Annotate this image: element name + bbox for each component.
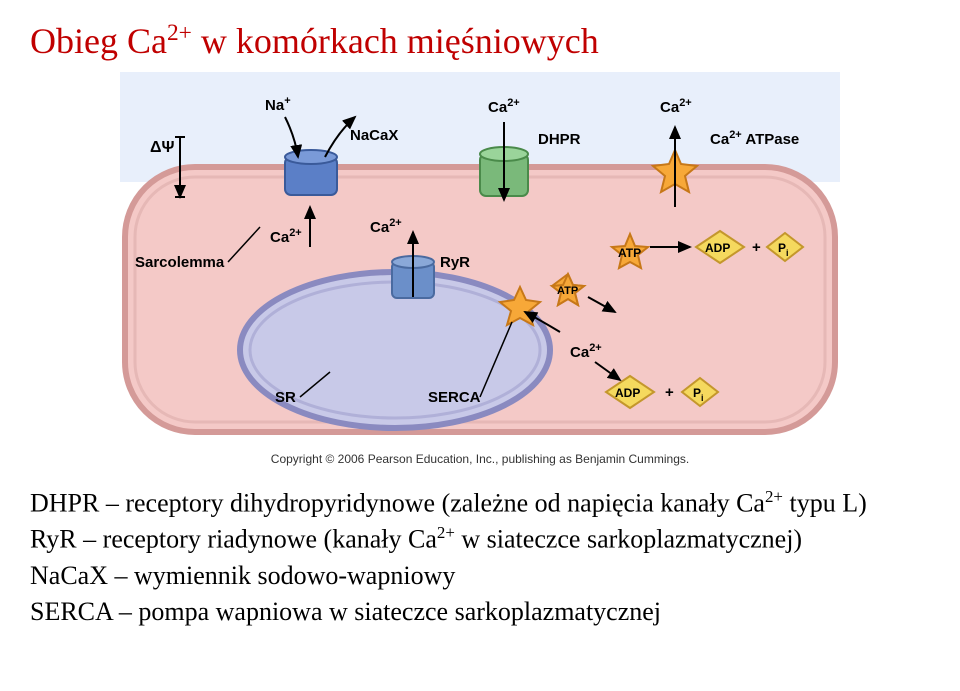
adp-label-2: ADP bbox=[615, 386, 640, 400]
atp-label-1: ATP bbox=[618, 246, 641, 260]
def-dhpr: DHPR – receptory dihydropyridynowe (zale… bbox=[30, 486, 930, 520]
atp-label-2: ATP bbox=[557, 285, 578, 297]
definitions-block: DHPR – receptory dihydropyridynowe (zale… bbox=[30, 486, 930, 629]
title-part2: w komórkach mięśniowych bbox=[192, 21, 599, 61]
page-title: Obieg Ca2+ w komórkach mięśniowych bbox=[30, 20, 930, 62]
plus-1: + bbox=[752, 239, 761, 256]
figure-container: ΔΨ Na+ NaCaX bbox=[30, 72, 930, 442]
adp-label-1: ADP bbox=[705, 241, 730, 255]
serca-label: SERCA bbox=[428, 389, 481, 406]
def-ryr: RyR – receptory riadynowe (kanały Ca2+ w… bbox=[30, 522, 930, 556]
def-serca: SERCA – pompa wapniowa w siateczce sarko… bbox=[30, 595, 930, 629]
ryr-label: RyR bbox=[440, 254, 470, 271]
membrane-diagram: ΔΨ Na+ NaCaX bbox=[120, 72, 840, 442]
nacax-label: NaCaX bbox=[350, 127, 398, 144]
ca-atpase-label: Ca2+ ATPase bbox=[710, 129, 799, 148]
title-sup: 2+ bbox=[167, 20, 192, 46]
dhpr-label: DHPR bbox=[538, 131, 581, 148]
nacax-channel bbox=[285, 150, 337, 195]
sr-label: SR bbox=[275, 389, 296, 406]
sarcolemma-label: Sarcolemma bbox=[135, 254, 225, 271]
delta-psi-label: ΔΨ bbox=[150, 139, 175, 156]
copyright-text: Copyright © 2006 Pearson Education, Inc.… bbox=[30, 452, 930, 466]
def-nacax: NaCaX – wymiennik sodowo-wapniowy bbox=[30, 559, 930, 593]
plus-2: + bbox=[665, 384, 674, 401]
title-part1: Obieg Ca bbox=[30, 21, 167, 61]
